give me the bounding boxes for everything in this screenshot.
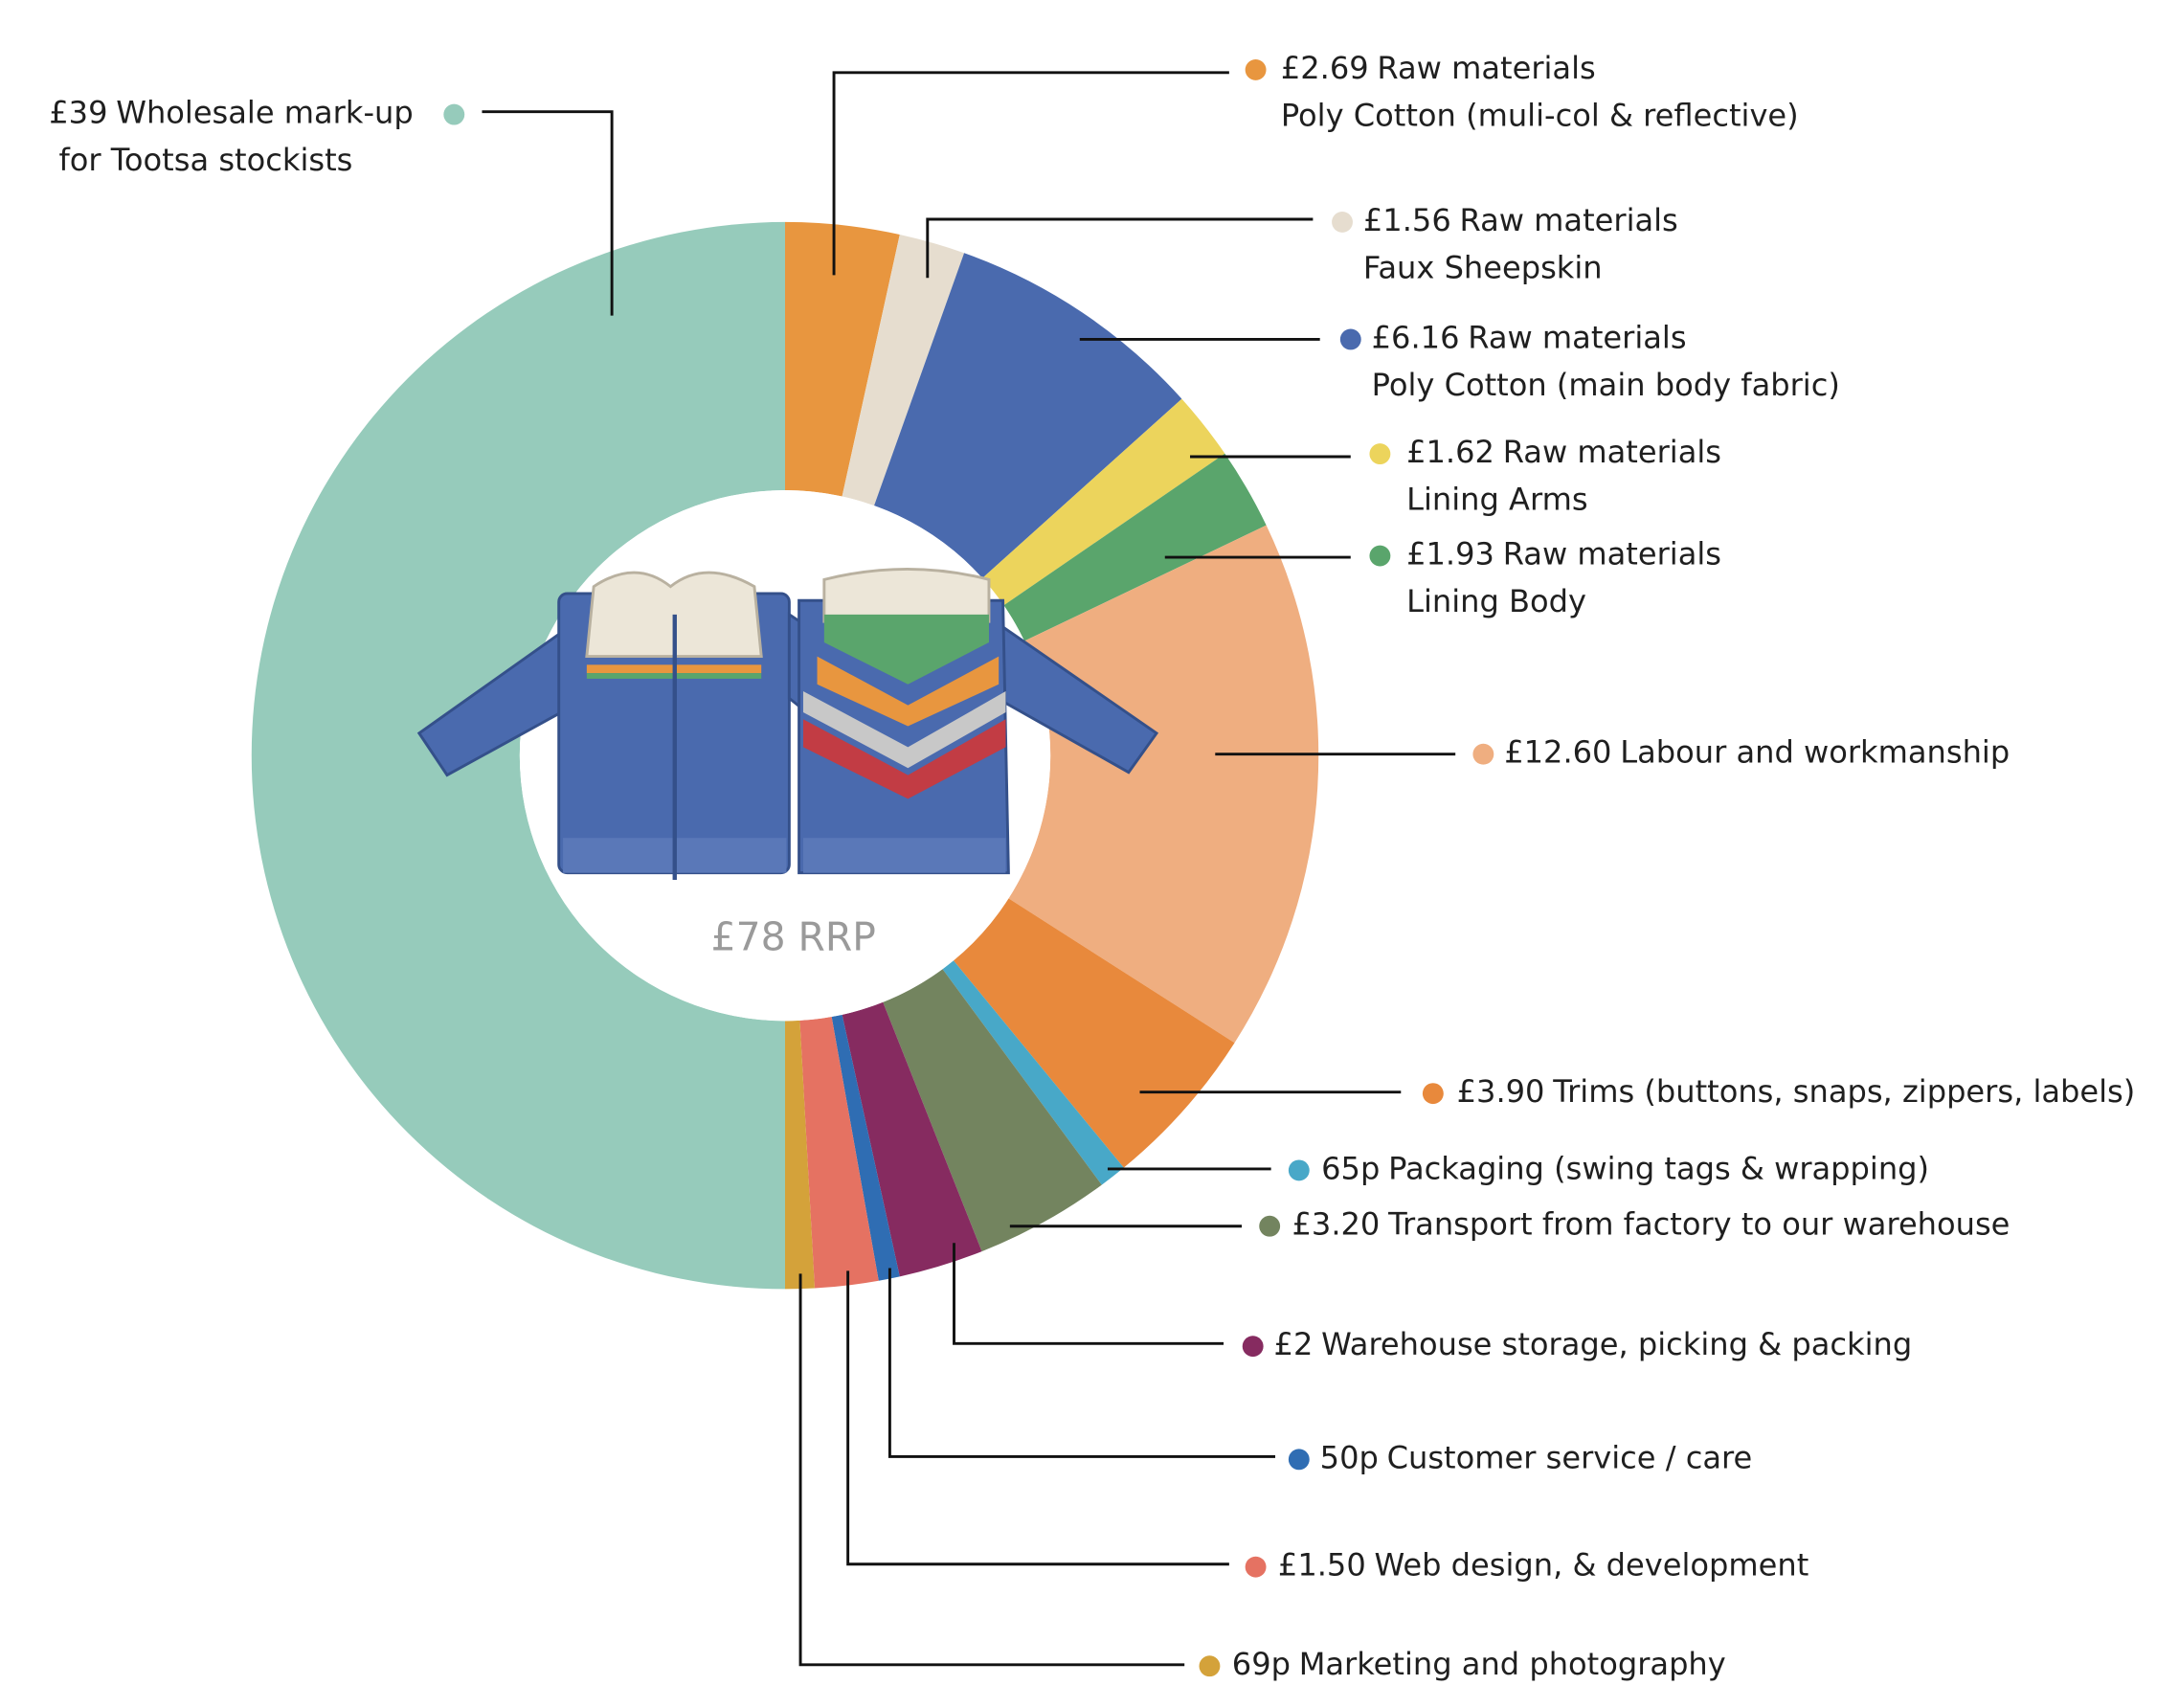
legend-dot (1422, 1083, 1444, 1105)
category-label: Transport from factory to our warehouse (1387, 1206, 2010, 1243)
slice-label: £6.16 Raw materials (1372, 319, 1687, 355)
slice (874, 253, 1182, 578)
leader-line (887, 1268, 1276, 1458)
slice-label: £1.93 Raw materials (1406, 536, 1721, 573)
category-label: Raw materials (1468, 319, 1686, 355)
value-label: 65p (1321, 1150, 1380, 1186)
leader-line (832, 71, 1229, 276)
leader-line (482, 110, 614, 316)
category-label: Warehouse storage, picking & packing (1321, 1326, 1912, 1362)
legend-dot (1288, 1449, 1310, 1471)
category-label: Wholesale mark-up (116, 95, 413, 131)
legend-dot (1245, 58, 1267, 80)
category-label: Web design, & development (1375, 1547, 1809, 1584)
legend-dot (1245, 1556, 1267, 1578)
slice (842, 234, 965, 506)
legend-dot (1339, 328, 1361, 350)
slice (831, 1014, 900, 1281)
slice (1008, 525, 1319, 1044)
legend-dot (1369, 443, 1391, 465)
value-label: £1.50 (1278, 1547, 1366, 1584)
legend-dot (1472, 743, 1494, 765)
category-label: Raw materials (1503, 434, 1721, 470)
slice (251, 221, 786, 1290)
slice-label: £2 Warehouse storage, picking & packing (1274, 1326, 1913, 1362)
value-label: £3.90 (1457, 1073, 1545, 1110)
slice-detail: Faux Sheepskin (1363, 250, 1603, 286)
value-label: £6.16 (1372, 319, 1460, 355)
slice-label: £3.90 Trims (buttons, snaps, zippers, lab… (1457, 1073, 2136, 1110)
slice-label: £3.20 Transport from factory to our wareh… (1292, 1206, 2011, 1243)
slice-label: £1.56 Raw materials (1363, 202, 1678, 238)
leader-line (846, 1270, 1229, 1566)
category-label: Marketing and photography (1299, 1646, 1726, 1682)
legend-dot (1288, 1159, 1310, 1181)
slice-label: £39 Wholesale mark-up (49, 95, 413, 131)
value-label: 69p (1232, 1646, 1291, 1682)
slice-label: 50p Customer service / care (1320, 1439, 1753, 1475)
value-label: £2 (1274, 1326, 1314, 1362)
slice (842, 1001, 982, 1277)
value-label: £39 (49, 95, 107, 131)
center-label: £78 RRP (711, 914, 876, 960)
category-label: Raw materials (1460, 202, 1678, 238)
category-label: Customer service / care (1387, 1439, 1753, 1475)
legend-dot (1242, 1336, 1264, 1358)
slice (942, 960, 1124, 1185)
slice-label: £1.62 Raw materials (1406, 434, 1721, 470)
slice (883, 969, 1102, 1252)
slice (953, 898, 1235, 1168)
slice (982, 398, 1225, 606)
jacket-illustration (416, 567, 1159, 880)
slice-label: £1.50 Web design, & development (1278, 1547, 1808, 1584)
legend-dot (443, 103, 465, 125)
category-label: Trims (buttons, snaps, zippers, labels) (1552, 1073, 2135, 1110)
value-label: £1.62 (1406, 434, 1494, 470)
slice-label: 65p Packaging (swing tags & wrapping) (1321, 1150, 1929, 1186)
legend-dot (1369, 545, 1391, 567)
value-label: £1.56 (1363, 202, 1451, 238)
category-label: Labour and workmanship (1620, 734, 2010, 771)
value-label: £2.69 (1281, 50, 1369, 86)
slice (785, 221, 900, 497)
slice (799, 1017, 879, 1289)
legend-dot (1199, 1655, 1221, 1677)
value-label: £3.20 (1292, 1206, 1381, 1243)
value-label: £12.60 (1504, 734, 1611, 771)
slice-label: £2.69 Raw materials (1281, 50, 1596, 86)
legend-dot (1259, 1215, 1281, 1237)
leader-line (798, 1273, 1185, 1667)
slice (785, 1020, 815, 1290)
slice-detail: Lining Body (1406, 583, 1586, 619)
slice-label: 69p Marketing and photography (1232, 1646, 1726, 1682)
leader-line (953, 1243, 1224, 1345)
legend-dot (1332, 211, 1353, 233)
value-label: £1.93 (1406, 536, 1494, 573)
slice-detail: for Tootsa stockists (58, 142, 352, 178)
category-label: Raw materials (1503, 536, 1721, 573)
value-label: 50p (1320, 1439, 1379, 1475)
slice-detail: Poly Cotton (main body fabric) (1372, 367, 1840, 403)
slice-detail: Lining Arms (1406, 482, 1587, 518)
slice-label: £12.60 Labour and workmanship (1504, 734, 2010, 771)
slice (1003, 453, 1267, 641)
category-label: Raw materials (1377, 50, 1595, 86)
slice-detail: Poly Cotton (muli-col & reflective) (1281, 98, 1799, 134)
leader-line (926, 217, 1314, 279)
category-label: Packaging (swing tags & wrapping) (1388, 1150, 1929, 1186)
